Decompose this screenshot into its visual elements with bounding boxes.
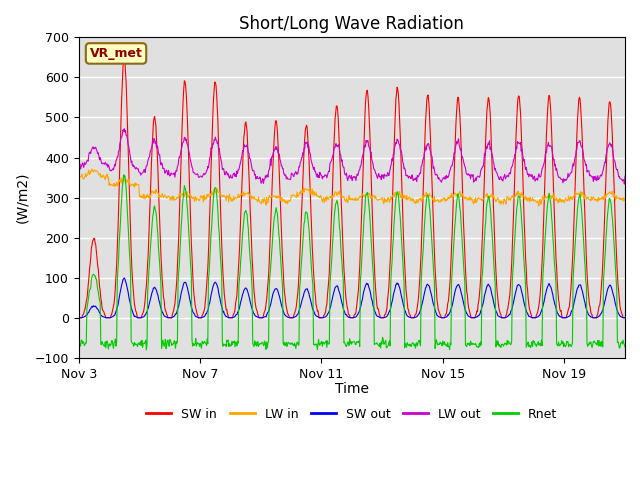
SW out <box>303 286 311 291</box>
SW in <box>303 125 311 131</box>
Line: LW out: LW out <box>79 129 625 184</box>
Line: LW in: LW in <box>79 169 625 206</box>
LW out <box>303 139 311 145</box>
SW out <box>75 315 83 321</box>
LW out <box>75 163 83 168</box>
SW in <box>516 110 524 116</box>
LW in <box>385 197 393 203</box>
Y-axis label: (W/m2): (W/m2) <box>15 172 29 223</box>
Rnet <box>386 338 394 344</box>
SW out <box>95 307 102 313</box>
LW in <box>274 195 282 201</box>
Rnet <box>143 347 150 353</box>
Rnet <box>205 277 212 283</box>
Rnet <box>275 229 282 235</box>
SW in <box>204 265 212 271</box>
LW out <box>621 181 628 187</box>
SW in <box>95 266 102 272</box>
SW in <box>75 315 83 321</box>
Rnet <box>304 216 312 222</box>
Text: VR_met: VR_met <box>90 47 143 60</box>
Line: Rnet: Rnet <box>79 175 625 350</box>
Legend: SW in, LW in, SW out, LW out, Rnet: SW in, LW in, SW out, LW out, Rnet <box>141 403 563 425</box>
SW in <box>621 315 629 321</box>
LW out <box>385 173 393 179</box>
LW in <box>303 187 311 193</box>
LW in <box>535 203 543 209</box>
SW in <box>274 142 282 147</box>
Rnet <box>120 172 127 178</box>
LW out <box>516 140 524 145</box>
Rnet <box>621 344 629 350</box>
LW out <box>95 150 102 156</box>
SW out <box>120 275 128 281</box>
Line: SW out: SW out <box>79 278 625 318</box>
LW in <box>621 195 629 201</box>
SW in <box>385 284 393 289</box>
LW in <box>88 166 96 172</box>
LW out <box>621 173 629 179</box>
LW out <box>120 126 128 132</box>
LW in <box>75 176 83 181</box>
LW in <box>516 195 524 201</box>
Title: Short/Long Wave Radiation: Short/Long Wave Radiation <box>239 15 464 33</box>
LW in <box>95 172 103 178</box>
Rnet <box>517 210 525 216</box>
SW out <box>385 309 393 315</box>
Rnet <box>75 339 83 345</box>
LW out <box>204 164 212 169</box>
X-axis label: Time: Time <box>335 382 369 396</box>
Line: SW in: SW in <box>79 58 625 318</box>
Rnet <box>95 289 102 295</box>
LW out <box>274 150 282 156</box>
SW out <box>516 284 524 289</box>
SW in <box>120 55 128 60</box>
SW out <box>621 315 629 321</box>
LW in <box>204 194 212 200</box>
SW out <box>204 308 212 313</box>
SW out <box>274 289 282 295</box>
